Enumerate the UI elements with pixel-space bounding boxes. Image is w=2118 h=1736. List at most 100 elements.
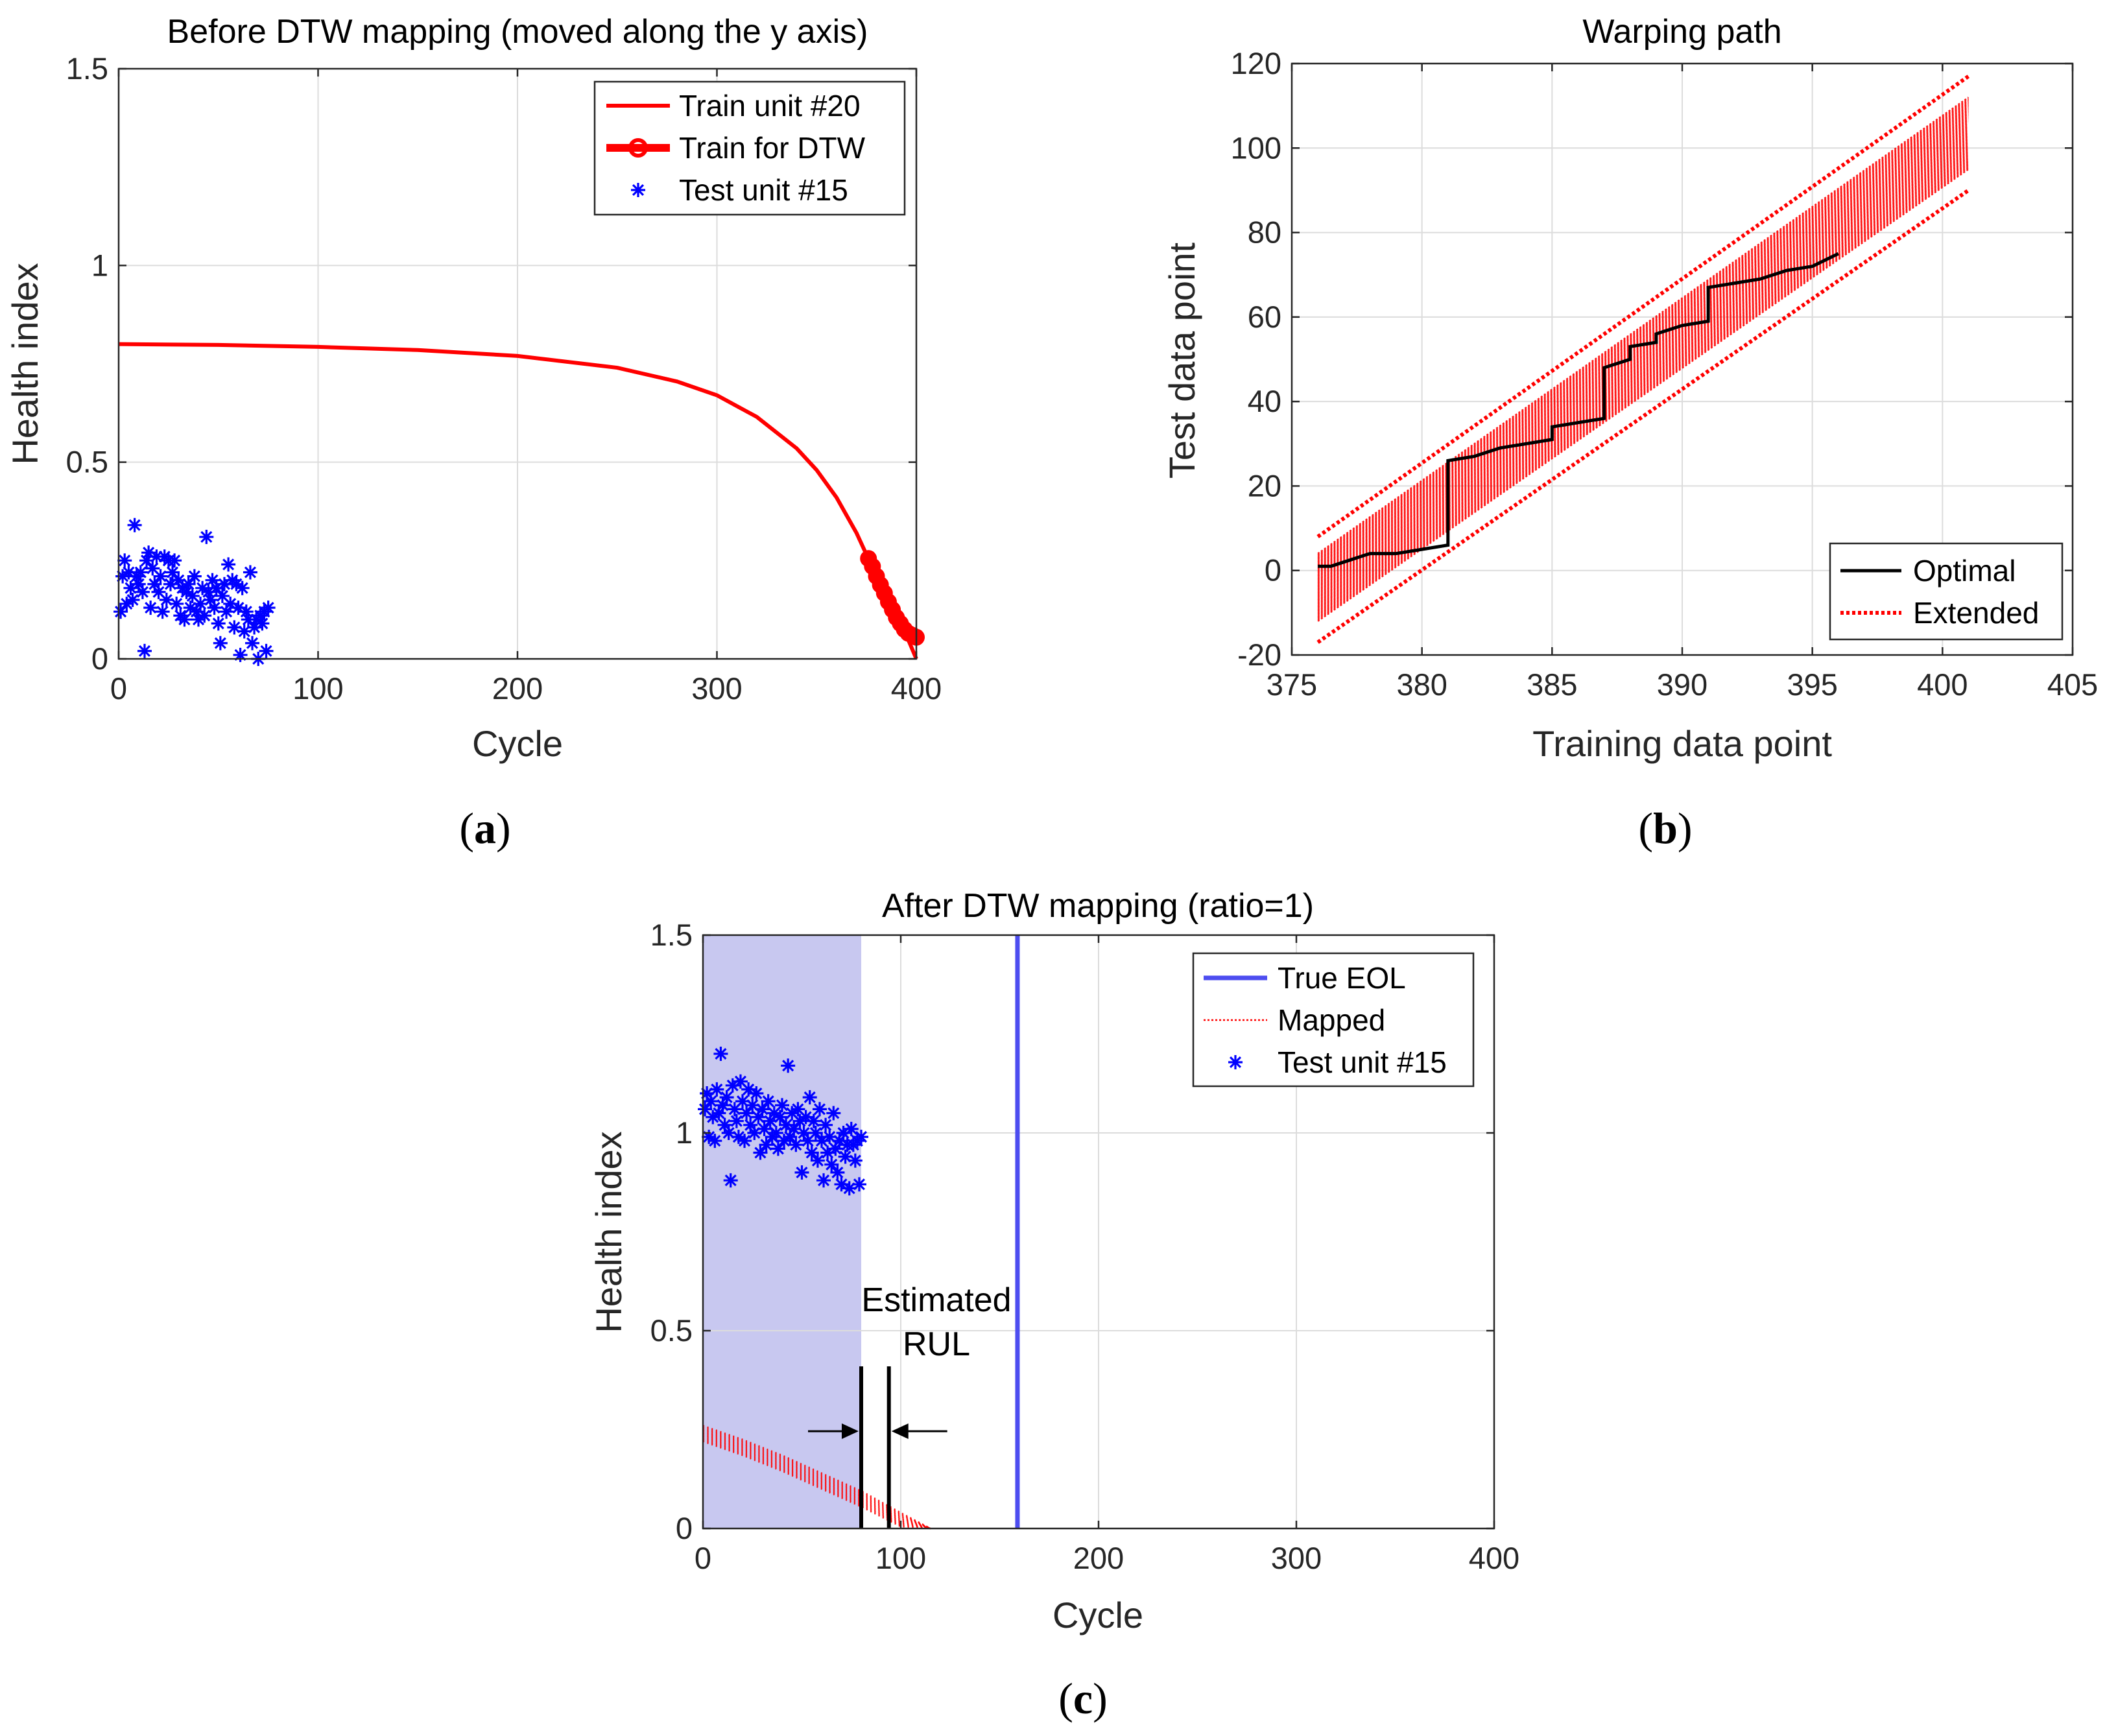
test-unit-point-mapped-stroke xyxy=(788,1123,800,1135)
panel-a-xlabel: Cycle xyxy=(472,723,563,764)
test-unit-point xyxy=(135,584,150,599)
test-unit-point-mapped-stroke xyxy=(849,1154,861,1167)
test-unit-point-mapped-stroke xyxy=(855,1131,868,1143)
test-unit-point-stroke xyxy=(228,621,241,634)
test-unit-point-mapped xyxy=(844,1121,859,1136)
test-unit-point-stroke xyxy=(214,637,226,649)
test-unit-point-mapped-stroke xyxy=(736,1095,749,1108)
test-unit-point-stroke xyxy=(115,606,127,618)
test-unit-point-stroke xyxy=(196,582,209,594)
test-unit-point-stroke xyxy=(236,582,248,594)
legend-marker-train-dtw xyxy=(628,138,648,158)
extended-path-line xyxy=(1317,107,1969,564)
test-unit-point xyxy=(187,569,202,584)
extended-path-line xyxy=(1317,108,1969,566)
legend-star-c xyxy=(1228,1055,1243,1069)
test-unit-point-mapped xyxy=(775,1098,789,1113)
test-unit-point-mapped xyxy=(772,1110,787,1124)
test-unit-point-mapped-stroke xyxy=(839,1150,851,1163)
optimal-path-line xyxy=(1318,252,1839,568)
extended-path-line xyxy=(1317,121,1969,577)
panel-b-xtick-label: 375 xyxy=(1267,667,1317,702)
panel-c-ytick-label: 1.5 xyxy=(650,918,693,952)
panel-c-ticks: 0 100 200 300 400 0 0.5 1 1.5 xyxy=(650,918,1520,1575)
test-unit-point-mapped-stroke xyxy=(772,1143,784,1155)
legend-star-c-stroke xyxy=(1229,1056,1242,1069)
panel-b-ylabel: Test data point xyxy=(1161,242,1202,479)
test-unit-point-stroke xyxy=(200,530,213,543)
test-unit-point-mapped-stroke xyxy=(826,1158,838,1171)
extended-path-line xyxy=(1317,113,1969,570)
test-unit-point-stroke xyxy=(152,586,165,598)
test-unit-point-stroke xyxy=(186,589,198,602)
extended-path-line xyxy=(1317,112,1969,569)
legend-star-a xyxy=(631,183,645,197)
test-unit-point-mapped-stroke xyxy=(796,1166,808,1179)
test-unit-point-mapped xyxy=(704,1094,719,1109)
panel-a-title: Before DTW mapping (moved along the y ax… xyxy=(167,13,868,51)
test-unit-point-stroke xyxy=(147,562,159,575)
panel-b-xtick-label: 380 xyxy=(1396,667,1447,702)
panel-b-xlabel: Training data point xyxy=(1532,723,1832,764)
panel-c-xtick-label: 300 xyxy=(1271,1541,1322,1575)
test-unit-point-mapped-stroke xyxy=(845,1123,857,1135)
test-unit-point xyxy=(113,604,128,619)
test-unit-point-mapped-stroke xyxy=(724,1174,737,1187)
extended-path-line xyxy=(1317,110,1969,567)
test-unit-point-mapped-stroke xyxy=(817,1174,830,1187)
test-unit-point-mapped-stroke xyxy=(813,1103,826,1115)
test-unit-point-mapped-stroke xyxy=(811,1154,824,1167)
test-unit-point-mapped-stroke xyxy=(719,1119,731,1131)
test-unit-point-stroke xyxy=(149,578,161,590)
test-unit-point-mapped-stroke xyxy=(709,1135,721,1147)
test-unit-point-mapped-stroke xyxy=(711,1083,723,1095)
legend-label-train-unit: Train unit #20 xyxy=(679,89,861,123)
test-unit-point-mapped xyxy=(794,1165,809,1180)
panel-a-xtick-label: 300 xyxy=(691,671,742,706)
test-unit-point-stroke xyxy=(208,602,220,614)
test-unit-point-mapped xyxy=(753,1145,768,1160)
test-unit-point-mapped xyxy=(759,1137,774,1152)
test-unit-point-mapped xyxy=(789,1137,803,1152)
panel-b-xtick-label: 395 xyxy=(1787,667,1837,702)
test-unit-point-stroke xyxy=(246,637,259,649)
test-unit-point-mapped-stroke xyxy=(746,1099,759,1112)
test-unit-point-stroke xyxy=(160,593,173,606)
test-unit-point-mapped-stroke xyxy=(798,1126,810,1139)
test-unit-point-stroke xyxy=(171,598,183,610)
test-unit-point-mapped-stroke xyxy=(790,1139,802,1151)
test-unit-point xyxy=(185,588,200,603)
test-unit-point xyxy=(235,580,250,595)
panel-b-xtick-label: 400 xyxy=(1917,667,1968,702)
panel-a-ytick-label: 1 xyxy=(91,248,108,282)
test-unit-point-mapped-stroke xyxy=(770,1126,782,1139)
panel-a-legend: Train unit #20 Train for DTW Test unit #… xyxy=(593,80,906,216)
extended-path-line xyxy=(1317,98,1969,556)
test-unit-point-stroke xyxy=(119,554,131,567)
test-unit-point xyxy=(197,608,212,623)
test-unit-point-mapped-stroke xyxy=(722,1126,735,1139)
test-unit-point-stroke xyxy=(262,602,274,614)
panel-b-xtick-label: 390 xyxy=(1657,667,1707,702)
legend-label-train-dtw: Train for DTW xyxy=(679,131,866,165)
panel-c-xtick-label: 100 xyxy=(875,1541,926,1575)
panel-b-ytick-label: 60 xyxy=(1248,300,1281,334)
test-unit-point-mapped xyxy=(812,1102,827,1117)
test-unit-point-mapped-stroke xyxy=(741,1107,753,1119)
panel-a-xtick-label: 400 xyxy=(891,671,942,706)
rul-left-arrow-head xyxy=(842,1423,859,1439)
extended-upper-boundary xyxy=(1316,75,1970,539)
test-unit-point-stroke xyxy=(224,598,237,610)
extended-path-line xyxy=(1317,102,1969,560)
test-unit-point-stroke xyxy=(182,578,195,590)
test-unit-point-mapped-stroke xyxy=(831,1166,844,1179)
legend-label-extended: Extended xyxy=(1913,596,2039,630)
rul-right-arrow-head xyxy=(891,1423,909,1439)
test-unit-point-mapped xyxy=(761,1094,776,1109)
panel-c-chart: After DTW mapping (ratio=1) 0 100 200 300 40… xyxy=(588,887,1519,1723)
test-unit-point-mapped xyxy=(810,1153,825,1168)
test-unit-point xyxy=(167,553,182,568)
test-unit-point xyxy=(125,593,140,607)
test-unit-point-mapped-stroke xyxy=(782,1060,794,1072)
test-unit-point xyxy=(221,557,236,572)
